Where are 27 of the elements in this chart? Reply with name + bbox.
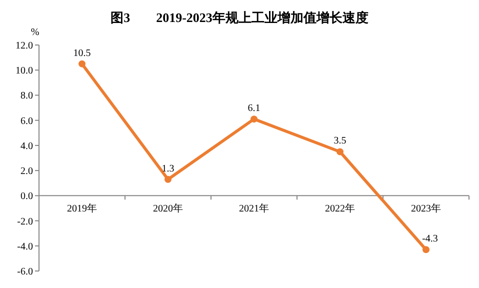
point (164, 176, 172, 183)
x-tick-label: 2019年 (67, 202, 97, 215)
y-tick-label: -6.0 (17, 266, 33, 278)
x-tick-label: 2022年 (325, 202, 355, 215)
y-tick-label: 8.0 (20, 90, 33, 102)
y-tick-label: 0.0 (20, 191, 33, 202)
data-label: -4.3 (422, 234, 438, 245)
y-tick-label: 10.0 (16, 66, 33, 77)
chart-title: 图3 2019-2023年规上工业增加值增长速度 (110, 10, 368, 25)
data-label: 10.5 (73, 48, 91, 59)
point (422, 246, 430, 254)
point (78, 60, 86, 68)
point (250, 116, 258, 123)
x-tick-label: 2023年 (411, 202, 441, 215)
data-label: 3.5 (334, 136, 346, 147)
y-tick-label: 2.0 (20, 166, 33, 178)
data-label: 6.1 (248, 103, 260, 114)
y-tick-label: 6.0 (20, 116, 33, 127)
y-tick-label: -4.0 (17, 241, 33, 252)
data-label: 1.3 (162, 163, 174, 174)
x-tick-label: 2021年 (239, 202, 269, 215)
point (336, 148, 344, 156)
x-tick-label: 2020年 (153, 202, 183, 215)
y-axis-title: % (30, 27, 40, 38)
y-tick-label: 12.0 (16, 40, 33, 52)
y-tick-label: 4.0 (20, 140, 33, 152)
y-tick-label: -2.0 (17, 216, 33, 228)
